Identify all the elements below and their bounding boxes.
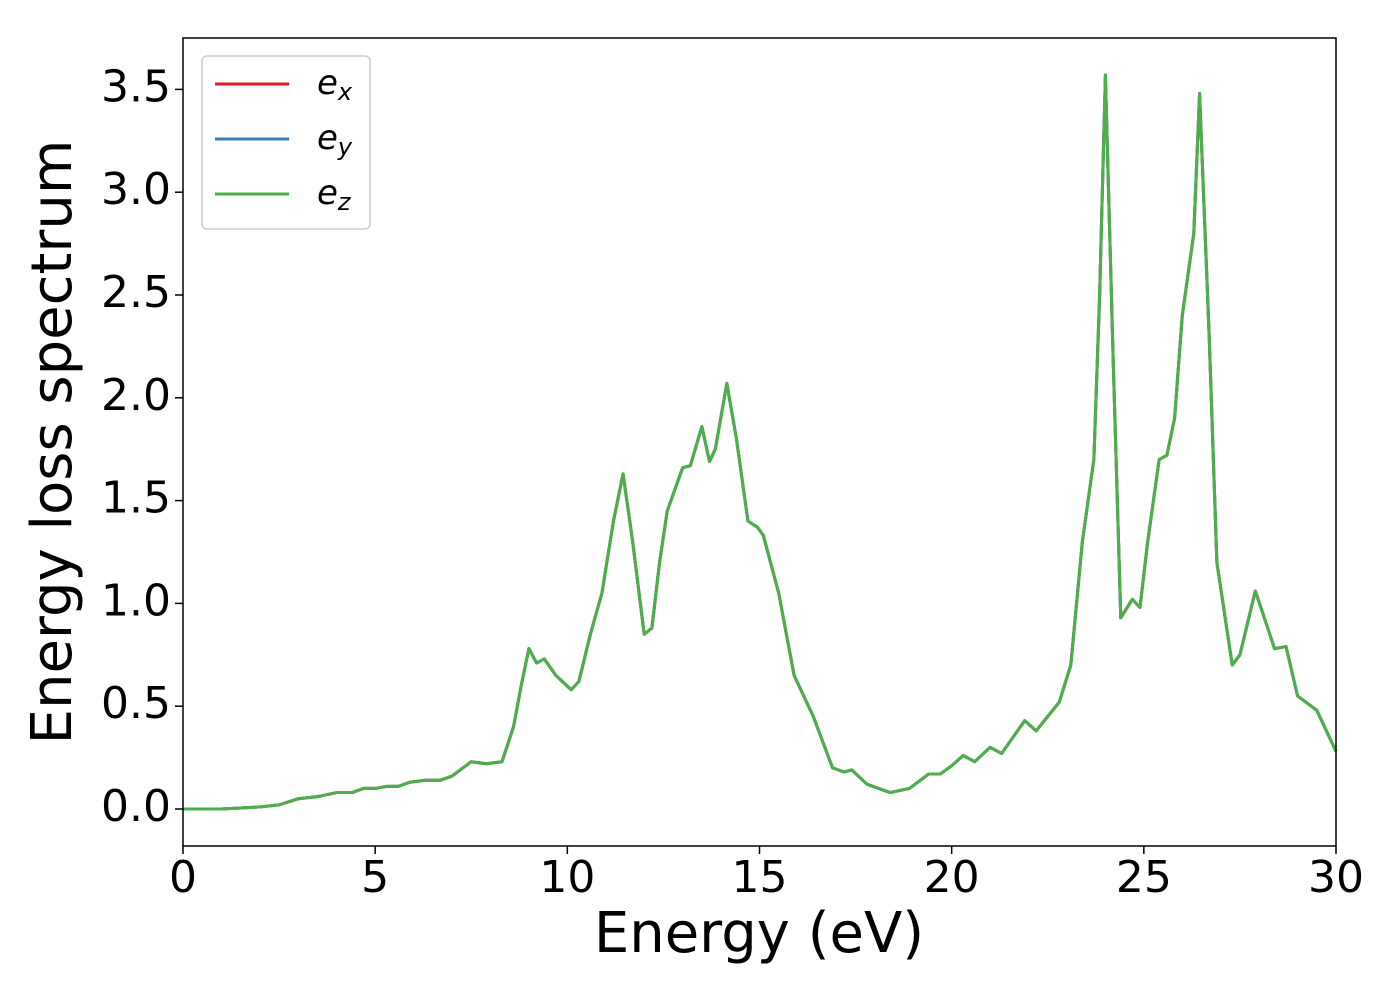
y-tick-label: 2.5 <box>101 267 171 318</box>
legend-label: ey <box>317 118 353 162</box>
x-tick-label: 20 <box>924 852 980 903</box>
x-tick-label: 30 <box>1308 852 1364 903</box>
x-tick-label: 25 <box>1116 852 1172 903</box>
x-tick-label: 0 <box>169 852 197 903</box>
y-tick-label: 3.0 <box>101 164 171 215</box>
y-tick-label: 0.0 <box>101 781 171 832</box>
x-axis-label: Energy (eV) <box>594 901 924 966</box>
y-axis-label: Energy loss spectrum <box>20 140 85 745</box>
x-tick-label: 15 <box>732 852 788 903</box>
legend-box <box>201 55 371 230</box>
data-line <box>183 73 1338 811</box>
plot-frame <box>182 37 1337 847</box>
y-tick-label: 0.5 <box>101 678 171 729</box>
legend-label: ex <box>317 63 353 107</box>
x-tick-label: 10 <box>539 852 595 903</box>
legend-label: ez <box>317 173 352 217</box>
y-tick-label: 3.5 <box>101 61 171 112</box>
y-tick-label: 1.0 <box>101 575 171 626</box>
y-tick-label: 1.5 <box>101 473 171 524</box>
y-tick-label: 2.0 <box>101 370 171 421</box>
x-tick-label: 5 <box>361 852 389 903</box>
